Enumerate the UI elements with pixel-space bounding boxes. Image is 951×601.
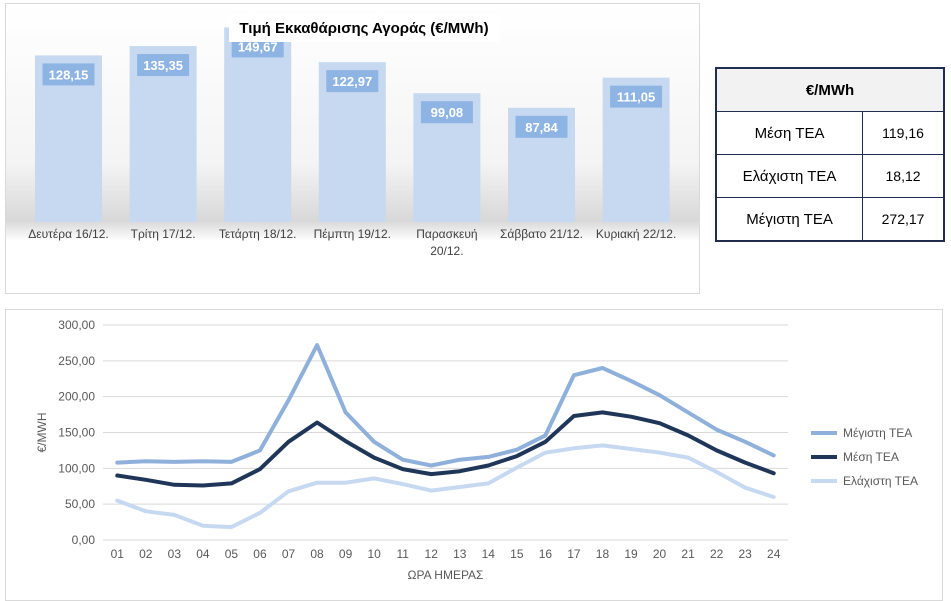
bar xyxy=(224,27,292,222)
y-tick-label: 0,00 xyxy=(72,533,96,547)
x-tick-label: 12 xyxy=(425,547,439,561)
stats-table-header: €/MWh xyxy=(715,67,945,112)
bar-value-label-bg xyxy=(42,63,95,86)
x-tick-label: 14 xyxy=(482,547,496,561)
x-tick-label: 10 xyxy=(367,547,381,561)
stats-row-min: Ελάχιστη ΤΕΑ 18,12 xyxy=(715,154,945,198)
stats-row-max: Μέγιστη ΤΕΑ 272,17 xyxy=(715,197,945,242)
bar-value-label-bg xyxy=(420,101,473,124)
legend-label: Ελάχιστη ΤΕΑ xyxy=(843,474,918,488)
x-tick-label: 16 xyxy=(539,547,553,561)
x-tick-label: 01 xyxy=(111,547,125,561)
stats-label: Μέση ΤΕΑ xyxy=(715,111,864,155)
bar-chart: 128,15 Δευτέρα 16/12. 135,35 Τρίτη 17/12. 14… xyxy=(28,27,676,258)
bar-value-label-bg xyxy=(137,54,190,77)
x-axis-title: ΩΡΑ ΗΜΕΡΑΣ xyxy=(408,568,484,582)
line-chart-panel: 0,00 50,00 100,00 150,00 200,00 250,00 300,00 0… xyxy=(5,309,943,601)
stats-row-mean: Μέση ΤΕΑ 119,16 xyxy=(715,111,945,155)
stats-value: 119,16 xyxy=(862,111,945,155)
x-tick-label: 23 xyxy=(739,547,753,561)
bar-value-label-bg xyxy=(610,85,663,108)
x-tick-label: 13 xyxy=(453,547,467,561)
series-line xyxy=(115,410,776,488)
x-tick-label: 24 xyxy=(767,547,781,561)
line-chart: 0,00 50,00 100,00 150,00 200,00 250,00 300,00 0… xyxy=(35,318,918,582)
y-tick-label: 50,00 xyxy=(65,497,95,511)
x-tick-label: Παρασκευή 20/12. xyxy=(416,227,477,258)
bar-value-label: 122,97 xyxy=(332,74,372,89)
y-tick-label: 100,00 xyxy=(58,461,95,475)
x-tick-label: 17 xyxy=(567,547,581,561)
x-tick-label: 18 xyxy=(596,547,610,561)
y-tick-label: 250,00 xyxy=(58,354,95,368)
bar-chart-title: Τιμή Εκκαθάρισης Αγοράς (€/MWh) xyxy=(229,14,499,42)
stats-value: 18,12 xyxy=(862,154,945,198)
y-tick-label: 300,00 xyxy=(58,318,95,332)
x-tick-label: 15 xyxy=(510,547,524,561)
x-tick-label: 11 xyxy=(396,547,409,561)
x-tick-label: Σάββατο 21/12. xyxy=(500,227,583,241)
series-line xyxy=(115,343,776,468)
x-tick-label: 05 xyxy=(225,547,239,561)
stats-label: Μέγιστη ΤΕΑ xyxy=(715,197,864,242)
x-tick-label: 20 xyxy=(653,547,667,561)
x-tick-label: Τρίτη 17/12. xyxy=(131,227,196,241)
x-tick-label: 04 xyxy=(196,547,210,561)
stats-label: Ελάχιστη ΤΕΑ xyxy=(715,154,864,198)
bar-value-label: 149,67 xyxy=(238,39,278,54)
stats-value: 272,17 xyxy=(862,197,945,242)
x-tick-label: 09 xyxy=(339,547,353,561)
y-tick-label: 200,00 xyxy=(58,390,95,404)
bar-value-label-bg xyxy=(515,115,568,138)
x-tick-label: Δευτέρα 16/12. xyxy=(28,227,108,241)
x-tick-label: 19 xyxy=(624,547,638,561)
bar-value-label: 128,15 xyxy=(49,67,89,82)
x-tick-label: Πέμπτη 19/12. xyxy=(314,227,391,241)
x-tick-label: 07 xyxy=(282,547,296,561)
bar-value-label: 135,35 xyxy=(143,58,183,73)
bar-value-label: 111,05 xyxy=(617,90,655,105)
bar-value-label: 87,84 xyxy=(525,120,558,135)
bar-value-label-bg xyxy=(326,70,379,93)
x-tick-label: 03 xyxy=(168,547,182,561)
x-tick-label: 02 xyxy=(139,547,153,561)
x-tick-label: 06 xyxy=(253,547,267,561)
x-tick-label: 22 xyxy=(710,547,724,561)
y-axis-title: €/MWH xyxy=(35,413,49,453)
x-tick-label: 21 xyxy=(681,547,695,561)
legend-label: Μέγιστη ΤΕΑ xyxy=(843,426,912,440)
bar-chart-panel: 128,15 Δευτέρα 16/12. 135,35 Τρίτη 17/12. 14… xyxy=(5,3,700,294)
y-tick-label: 150,00 xyxy=(58,426,95,440)
x-tick-label: 08 xyxy=(310,547,324,561)
stats-table: €/MWh Μέση ΤΕΑ 119,16 Ελάχιστη ΤΕΑ 18,12… xyxy=(715,67,945,242)
x-tick-label: Τετάρτη 18/12. xyxy=(219,227,297,241)
x-tick-label: Κυριακή 22/12. xyxy=(596,227,676,241)
legend-label: Μέση ΤΕΑ xyxy=(843,450,899,464)
bar-value-label: 99,08 xyxy=(431,105,464,120)
series-line xyxy=(115,443,776,530)
